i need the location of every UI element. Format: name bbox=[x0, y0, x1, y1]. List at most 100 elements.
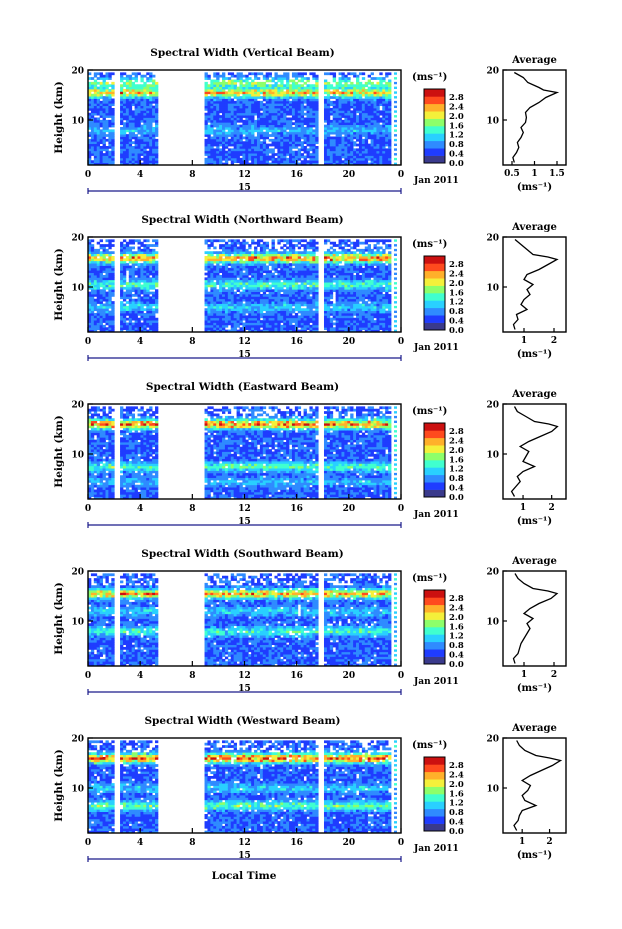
heatmap-cell bbox=[146, 308, 150, 312]
heatmap-cell bbox=[248, 310, 252, 314]
heatmap-cell bbox=[289, 263, 293, 266]
heatmap-cell bbox=[224, 248, 229, 252]
heatmap-cell bbox=[274, 324, 278, 328]
heatmap-cell bbox=[251, 81, 255, 85]
heatmap-cell bbox=[274, 89, 278, 92]
heatmap-cell bbox=[93, 279, 98, 283]
heatmap-cell bbox=[108, 84, 112, 88]
heatmap-cell bbox=[367, 148, 371, 152]
heatmap-cell bbox=[90, 270, 95, 274]
heatmap-cell bbox=[140, 253, 144, 257]
heatmap-cell bbox=[120, 263, 124, 266]
heatmap-cell bbox=[125, 258, 130, 262]
heatmap-cell bbox=[128, 112, 133, 116]
heatmap-cell bbox=[294, 131, 299, 135]
heatmap-cell bbox=[216, 157, 220, 161]
heatmap-cell bbox=[344, 98, 348, 102]
heatmap-cell bbox=[120, 119, 124, 123]
heatmap-cell bbox=[146, 267, 150, 271]
heatmap-cell bbox=[146, 86, 150, 90]
heatmap-cell bbox=[111, 291, 115, 295]
heatmap-cell bbox=[248, 303, 252, 307]
heatmap-cell bbox=[283, 77, 287, 80]
heatmap-cell bbox=[358, 91, 363, 95]
heatmap-cell bbox=[143, 91, 147, 95]
heatmap-cell bbox=[230, 270, 235, 274]
heatmap-cell bbox=[256, 150, 261, 154]
heatmap-cell bbox=[385, 122, 389, 126]
colorbar-tick-label: 0.0 bbox=[449, 159, 464, 169]
heatmap-cell bbox=[277, 272, 281, 276]
heatmap-cell bbox=[268, 322, 272, 326]
heatmap-cell bbox=[204, 74, 208, 78]
heatmap-cell bbox=[353, 122, 357, 126]
heatmap-cell bbox=[370, 129, 374, 133]
heatmap-cell bbox=[353, 98, 357, 102]
heatmap-cell bbox=[274, 317, 278, 321]
heatmap-cell bbox=[140, 267, 144, 271]
heatmap-cell bbox=[216, 291, 220, 295]
heatmap-cell bbox=[394, 162, 397, 166]
heatmap-cell bbox=[251, 301, 255, 304]
heatmap-cell bbox=[108, 256, 112, 259]
heatmap-cell bbox=[120, 275, 124, 278]
heatmap-cell bbox=[111, 162, 115, 166]
heatmap-cell bbox=[210, 275, 214, 278]
heatmap-cell bbox=[283, 115, 287, 118]
heatmap-cell bbox=[259, 267, 264, 271]
heatmap-cell bbox=[364, 150, 369, 154]
heatmap-cell bbox=[303, 86, 307, 90]
heatmap-cell bbox=[297, 108, 302, 111]
heatmap-cell bbox=[233, 282, 237, 285]
heatmap-cell bbox=[361, 77, 366, 80]
heatmap-cell bbox=[239, 320, 243, 323]
heatmap-cell bbox=[152, 303, 156, 307]
heatmap-cell bbox=[239, 108, 243, 111]
heatmap-cell bbox=[93, 263, 98, 266]
heatmap-cell bbox=[236, 265, 240, 269]
heatmap-cell bbox=[274, 270, 278, 274]
heatmap-cell bbox=[125, 322, 130, 326]
heatmap-cell bbox=[88, 308, 92, 312]
heatmap-cell bbox=[373, 143, 377, 147]
heatmap-cell bbox=[140, 248, 144, 252]
heatmap-cell bbox=[210, 148, 214, 152]
heatmap-cell bbox=[236, 301, 240, 304]
heatmap-cell bbox=[213, 270, 217, 274]
heatmap-cell bbox=[88, 267, 92, 271]
heatmap-cell bbox=[125, 148, 130, 152]
heatmap-cell bbox=[88, 127, 92, 130]
heatmap-cell bbox=[271, 263, 275, 266]
heatmap-cell bbox=[207, 143, 211, 147]
heatmap-cell bbox=[233, 84, 237, 88]
heatmap-cell bbox=[251, 272, 255, 276]
heatmap-cell bbox=[204, 157, 208, 161]
heatmap-cell bbox=[341, 72, 345, 76]
heatmap-cell bbox=[102, 127, 106, 130]
heatmap-cell bbox=[256, 146, 261, 149]
heatmap-cell bbox=[251, 277, 255, 281]
heatmap-cell bbox=[300, 270, 304, 274]
heatmap-cell bbox=[155, 320, 159, 323]
heatmap-cell bbox=[254, 275, 258, 278]
heatmap-cell bbox=[143, 143, 147, 147]
heatmap-cell bbox=[280, 79, 284, 83]
heatmap-cell bbox=[207, 155, 211, 159]
heatmap-cell bbox=[236, 131, 240, 135]
heatmap-cell bbox=[245, 320, 249, 323]
heatmap-cell bbox=[382, 124, 386, 128]
heatmap-cell bbox=[332, 103, 337, 107]
heatmap-cell bbox=[268, 320, 272, 323]
heatmap-cell bbox=[105, 110, 109, 114]
heatmap-cell bbox=[152, 131, 156, 135]
heatmap-cell bbox=[350, 117, 354, 121]
heatmap-cell bbox=[122, 248, 127, 252]
heatmap-cell bbox=[370, 122, 374, 126]
heatmap-cell bbox=[143, 248, 147, 252]
heatmap-cell bbox=[230, 239, 235, 243]
heatmap-cell bbox=[137, 98, 141, 102]
heatmap-cell bbox=[242, 136, 246, 140]
heatmap-cell bbox=[111, 155, 115, 159]
heatmap-cell bbox=[277, 119, 281, 123]
heatmap-cell bbox=[251, 303, 255, 307]
